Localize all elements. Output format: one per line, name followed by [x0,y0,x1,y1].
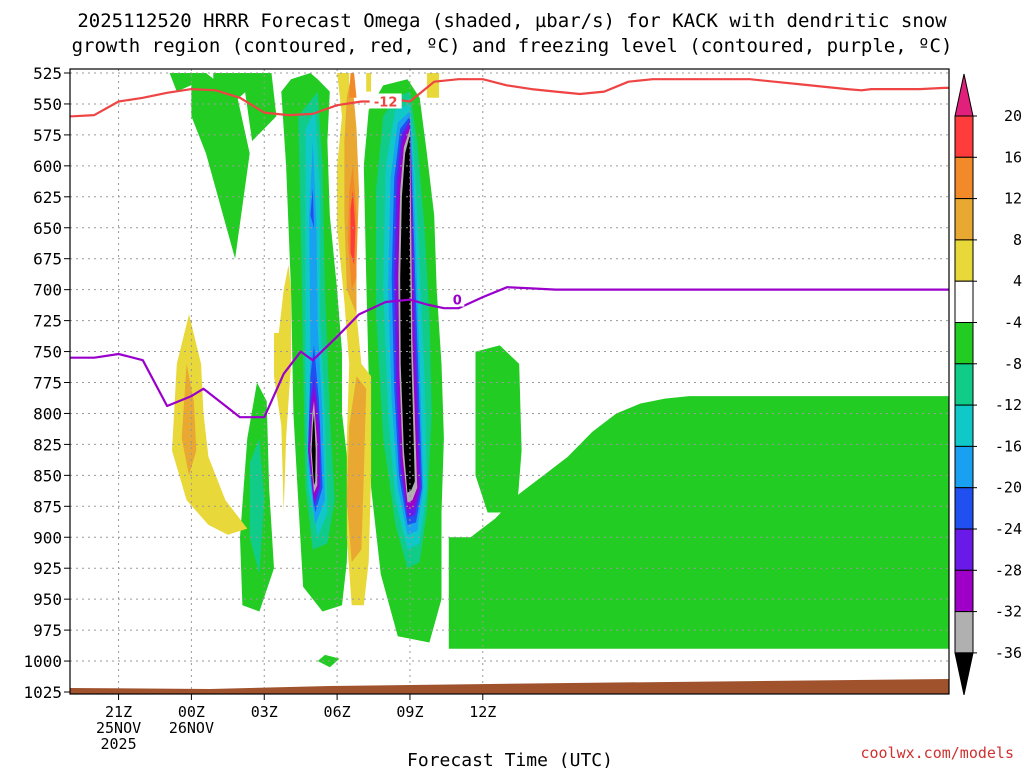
y-tick-label: 900 [33,528,62,547]
colorbar-label: -4 [1004,314,1022,332]
contour-label-bg [450,291,465,307]
y-tick-label: 800 [33,404,62,423]
y-tick-label: 750 [33,343,62,362]
colorbar-band [954,198,974,241]
colorbar-band [954,445,974,489]
chart-title-line2: growth region (contoured, red, ºC) and f… [72,35,953,57]
colorbar-label: -8 [1004,355,1022,373]
y-tick-label: 1000 [23,652,62,671]
omega-region [366,73,372,92]
y-tick-label: 850 [33,466,62,485]
x-tick-label: 25NOV [96,719,141,737]
y-tick-label: 700 [33,281,62,300]
y-tick-label: 1025 [23,683,62,702]
freezing-contour-label: 0 [453,294,462,309]
y-tick-label: 925 [33,559,62,578]
omega-region [310,188,314,228]
x-tick-label: 03Z [251,703,278,721]
colorbar-over-triangle [954,73,974,117]
dgz-minus12-contour [70,78,949,118]
omega-region [242,73,277,142]
y-tick-label: 675 [33,250,62,269]
colorbar-band [954,528,974,571]
y-tick-label: 550 [33,95,62,114]
colorbar-label: -36 [995,644,1022,662]
omega-region [448,396,949,649]
colorbar-label: -16 [995,437,1022,455]
omega-region [311,413,316,486]
colorbar-band [954,569,974,613]
colorbar-label: 20 [1004,107,1022,125]
omega-region [181,363,197,476]
colorbar-band [954,322,974,365]
x-tick-label: 06Z [324,703,351,721]
y-tick-label: 650 [33,219,62,238]
omega-region [475,345,522,513]
y-tick-label: 625 [33,188,62,207]
colorbar-band [954,115,974,158]
colorbar-band [954,487,974,530]
colorbar-band [954,363,974,406]
colorbar-band [954,239,974,282]
colorbar-band [954,280,974,324]
x-axis-label: Forecast Time (UTC) [407,750,613,768]
omega-region [400,134,415,493]
colorbar-label: -32 [995,603,1022,621]
y-axis-ticks: 525 550 575 600 625 650 675 700 725 750 775 800 825 8… [23,64,70,702]
omega-region [172,314,248,535]
colorbar-label: 8 [1013,231,1022,249]
credit-text: coolwx.com/models [860,744,1014,762]
terrain-layer [70,679,949,694]
colorbar-label: -12 [995,396,1022,414]
y-tick-label: 950 [33,590,62,609]
plot-frame [69,68,950,695]
x-tick-label: 2025 [101,735,137,753]
colorbar-band [954,156,974,200]
y-tick-label: 600 [33,157,62,176]
y-tick-label: 975 [33,621,62,640]
chart-title-line1: 2025112520 HRRR Forecast Omega (shaded, … [77,10,947,32]
x-tick-label: 00Z [178,703,205,721]
terrain-strip [70,679,949,694]
colorbar-label: 4 [1013,272,1022,290]
colorbar-label: -24 [995,520,1022,538]
y-tick-label: 525 [33,64,62,83]
contour-lines: -12 0 [70,78,949,419]
y-tick-label: 825 [33,435,62,454]
y-tick-label: 875 [33,497,62,516]
y-tick-label: 775 [33,374,62,393]
colorbar-label: 12 [1004,190,1022,208]
y-tick-label: 725 [33,312,62,331]
omega-region [169,73,197,92]
x-tick-label: 09Z [396,703,423,721]
colorbar-label: -20 [995,479,1022,497]
colorbar-band [954,611,974,654]
omega-region [426,73,440,98]
colorbar-under-triangle [954,652,974,696]
contour-label-bg [369,93,402,109]
colorbar: 20 16 12 8 4 -4 -8 -12 -16 -20 -24 -28 -32 -36 [954,73,1022,696]
y-tick-label: 575 [33,126,62,145]
omega-region [274,264,291,513]
omega-region [346,376,367,562]
x-tick-label: 21Z [105,703,132,721]
colorbar-label: 16 [1004,148,1022,166]
colorbar-band [954,404,974,447]
dgz-contour-label: -12 [374,95,398,110]
x-tick-label: 12Z [469,703,496,721]
x-tick-label: 26NOV [169,719,214,737]
colorbar-label: -28 [995,561,1022,579]
omega-region [349,73,357,98]
freezing-level-contour [70,286,949,419]
